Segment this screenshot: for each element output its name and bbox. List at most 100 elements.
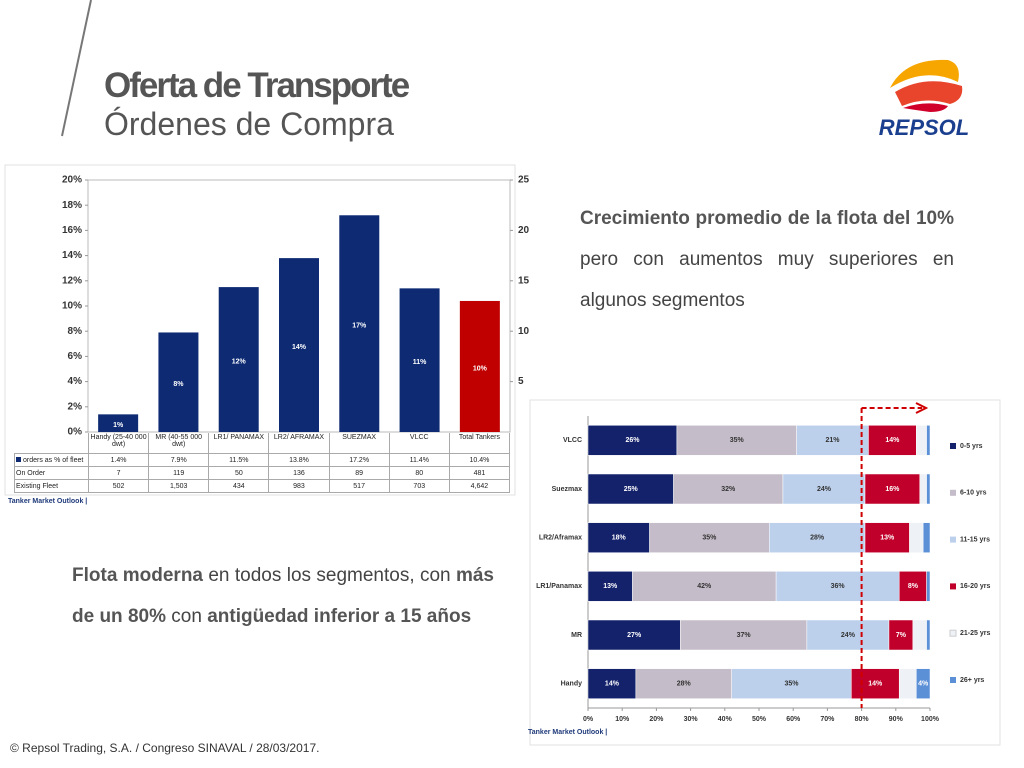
table-row: orders as % of fleet 1.4% 7.9% 11.5% 13.8% 17…: [14, 453, 511, 467]
legend-label: 11-15 yrs: [960, 536, 990, 543]
table-corner: [15, 433, 89, 454]
table-cell: 434: [208, 479, 270, 493]
bar-segment: [912, 619, 927, 651]
y-tick-label: 12%: [62, 275, 82, 286]
bar-segment: [898, 668, 917, 699]
table-row: Existing Fleet 502 1,503 434 983 517 703 4,642: [14, 479, 511, 493]
logo-flame-low: [903, 103, 948, 112]
bar-segment: [587, 571, 633, 602]
segment-value-label: 25%: [624, 486, 639, 493]
y-tick-label: 2%: [68, 401, 83, 412]
table-cell: 703: [388, 479, 450, 493]
y-tick-label: VLCC: [563, 437, 582, 444]
source: Tanker Market Outlook |: [528, 729, 608, 736]
legend-label: 26+ yrs: [960, 677, 984, 684]
segment-value-label: 14%: [868, 681, 883, 688]
legend-swatch: [950, 583, 956, 590]
legend-swatch: [950, 536, 956, 543]
text-run: Flota moderna: [72, 565, 203, 586]
bar-segment: [587, 425, 678, 456]
bar: [98, 414, 139, 432]
table-cell: 11.5%: [208, 453, 270, 467]
bar-segment: [909, 522, 924, 553]
source: Tanker Market Outlook |: [8, 498, 88, 505]
x-tick-label: LR1/ PANAMAX: [208, 433, 270, 454]
bar-segment: [587, 668, 637, 699]
legend-swatch: [949, 629, 957, 637]
y-tick-label: 0%: [68, 427, 83, 438]
segment-value-label: 8%: [908, 583, 919, 590]
table-cell: 11.4%: [388, 453, 450, 467]
bar-segment: [775, 571, 900, 602]
segment-value-label: 13%: [880, 535, 895, 542]
y-tick-label: 18%: [62, 200, 82, 211]
segment-value-label: 35%: [730, 437, 745, 444]
bar: [279, 258, 319, 432]
logo-flame-mid: [895, 81, 963, 106]
text-run: antigüedad inferior a 15 años: [207, 606, 472, 627]
legend-label: 6-10 yrs: [960, 490, 987, 497]
decor-line: [61, 0, 92, 137]
table-cell: 10.4%: [448, 453, 511, 467]
table-cell: 119: [148, 466, 210, 480]
bar-segment: [649, 522, 770, 553]
bar-segment: [587, 473, 674, 505]
x-tick-label: Handy (25-40 000 dwt): [87, 433, 150, 454]
segment-value-label: 24%: [841, 632, 856, 639]
x-tick-label: VLCC: [388, 433, 450, 454]
table-cell: 517: [328, 479, 390, 493]
text-run: en todos los segmentos, con: [203, 565, 456, 586]
table-cell: 7: [87, 466, 150, 480]
y-tick-label: Suezmax: [552, 486, 582, 493]
logo-text: REPSOL: [879, 115, 969, 140]
bar-segment: [926, 571, 931, 602]
x-tick-label: 70%: [820, 716, 835, 723]
bar-value-label: 12%: [232, 358, 247, 365]
table-cell: 983: [268, 479, 330, 493]
row-label: Existing Fleet: [14, 479, 89, 493]
x-tick-label: 20%: [649, 716, 664, 723]
bar-segment: [851, 668, 900, 699]
segment-value-label: 35%: [702, 535, 717, 542]
x-tick-label: 100%: [921, 716, 940, 723]
table-cell: 4,642: [448, 479, 511, 493]
segment-value-label: 36%: [831, 583, 846, 590]
segment-value-label: 18%: [612, 535, 627, 542]
bar-segment: [731, 668, 852, 699]
segment-value-label: 32%: [721, 486, 736, 493]
bar-segment: [922, 522, 931, 553]
table-cell: 1,503: [148, 479, 210, 493]
bar-segment: [635, 668, 732, 699]
segment-value-label: 4%: [918, 681, 929, 688]
table-cell: 89: [328, 466, 390, 480]
segment-value-label: 42%: [697, 583, 712, 590]
bar-segment: [796, 425, 869, 456]
segment-value-label: 27%: [627, 632, 642, 639]
legend-swatch: [950, 489, 956, 496]
legend-label: orders as % of fleet: [23, 456, 84, 464]
table-cell: 502: [87, 479, 150, 493]
table-cell: 13.8%: [268, 453, 330, 467]
bar-value-label: 10%: [473, 365, 488, 372]
table-cell: 136: [268, 466, 330, 480]
text-run: Crecimiento promedio de la flota del 10%: [580, 208, 954, 229]
legend-swatch: [950, 677, 956, 683]
x-tick-label: 50%: [752, 716, 767, 723]
y-tick-label: Handy: [561, 681, 583, 688]
bar-segment: [926, 619, 931, 651]
bar-segment: [868, 425, 917, 456]
bar-segment: [916, 668, 931, 699]
segment-value-label: 26%: [625, 437, 640, 444]
bar-segment: [919, 473, 927, 505]
paragraph: Flota moderna en todos los segmentos, co…: [72, 555, 494, 637]
bar-value-label: 17%: [352, 322, 367, 329]
legend-entry: orders as % of fleet: [14, 453, 89, 467]
y-tick-label: 10%: [62, 301, 82, 312]
segment-value-label: 7%: [896, 632, 907, 639]
segment-value-label: 37%: [737, 632, 752, 639]
bar: [399, 288, 440, 432]
logo-mark: [890, 59, 963, 112]
table-cell: 481: [448, 466, 511, 480]
